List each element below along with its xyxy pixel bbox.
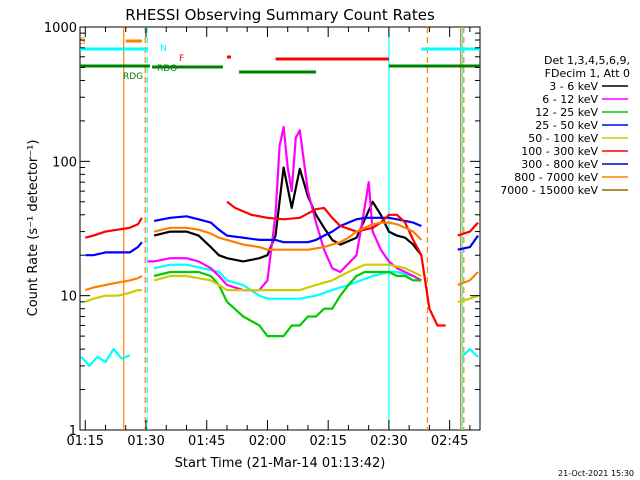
legend-entry-label: 12 - 25 keV	[535, 106, 598, 119]
legend-entry-label: 7000 - 15000 keV	[500, 184, 598, 197]
series-line-2	[153, 270, 422, 338]
legend: Det 1,3,4,5,6,9,FDecim 1, Att 03 - 6 keV…	[500, 54, 630, 197]
state-segment-label: RDG	[123, 72, 143, 82]
state-segment-label: N	[160, 44, 167, 54]
legend-entry-label: 25 - 50 keV	[535, 119, 598, 132]
series-line-0	[153, 166, 423, 263]
x-tick-label: 02:45	[431, 434, 468, 449]
series-line-1	[148, 125, 422, 292]
plot-frame	[79, 26, 481, 431]
y-tick-label: 1000	[44, 21, 77, 36]
legend-entry-label: 6 - 12 keV	[542, 93, 598, 106]
series-line-7	[84, 221, 479, 292]
series-line-5	[85, 200, 479, 327]
y-tick-label: 10	[60, 290, 77, 305]
legend-entry-label: 100 - 300 keV	[521, 145, 598, 158]
instrument-state-lines	[123, 27, 465, 430]
x-tick-label: 01:30	[127, 434, 164, 449]
x-tick-label: 01:45	[188, 434, 225, 449]
chart-title: RHESSI Observing Summary Count Rates	[125, 6, 435, 24]
legend-entry-label: 50 - 100 keV	[528, 132, 598, 145]
plot-area	[79, 26, 481, 431]
x-tick-label: 02:00	[249, 434, 286, 449]
state-segment-label: S	[80, 37, 86, 47]
y-axis-label: Count Rate (s⁻¹ detector⁻¹)	[26, 140, 41, 317]
state-segment-label: RDO	[157, 64, 177, 74]
x-axis-label: Start Time (21-Mar-14 01:13:42)	[175, 456, 386, 471]
x-tick-label: 02:15	[309, 434, 346, 449]
y-tick-label: 100	[52, 155, 77, 170]
state-segment-label: F	[179, 54, 184, 64]
series-line-cyan	[80, 263, 479, 367]
x-tick-label: 02:30	[370, 434, 407, 449]
legend-entry-label: 800 - 7000 keV	[514, 171, 598, 184]
series-group	[80, 125, 479, 367]
axes: 1 10 100 1000 01:15 01:30 01:45 02:00 02:15 02:30…	[44, 21, 480, 449]
y-tick-label: 1	[69, 424, 77, 439]
legend-entry-label: 300 - 800 keV	[521, 158, 598, 171]
series-line-4	[84, 263, 479, 303]
legend-entry-label: 3 - 6 keV	[549, 80, 598, 93]
legend-header-line: Det 1,3,4,5,6,9,	[544, 54, 630, 67]
x-tick-label: 01:15	[67, 434, 104, 449]
series-line-3	[85, 215, 479, 257]
footer-timestamp: 21-Oct-2021 15:30	[558, 469, 634, 478]
legend-header-line: FDecim 1, Att 0	[545, 67, 630, 80]
